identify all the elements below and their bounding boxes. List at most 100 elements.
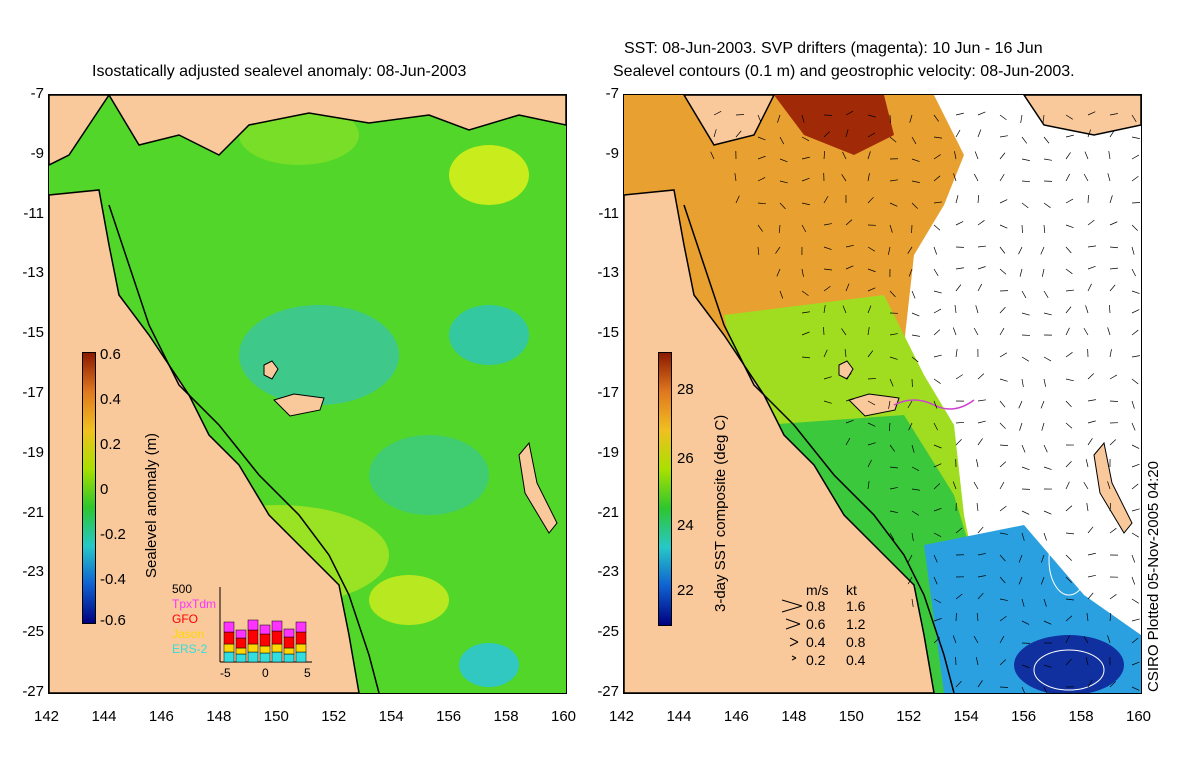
velocity-vector (1065, 460, 1072, 468)
velocity-legend-ms: 0.2 (806, 652, 826, 668)
velocity-vector (867, 287, 876, 292)
velocity-legend-ms: 0.8 (806, 598, 826, 614)
velocity-vector (779, 136, 785, 145)
inset-bar-segment (247, 651, 259, 663)
sst-colorbar-tick: 24 (677, 517, 694, 534)
land-australia (624, 189, 935, 693)
inset-bar-segment (295, 621, 307, 633)
velocity-vector (999, 422, 1006, 429)
sla-low-patch (369, 435, 489, 515)
velocity-vector (1065, 327, 1070, 336)
velocity-vector (1131, 483, 1139, 490)
velocity-vector (908, 422, 913, 431)
velocity-vector (845, 129, 849, 138)
right-x-tick: 160 (1126, 708, 1152, 725)
inset-x-tick: 0 (262, 666, 269, 680)
velocity-vector (952, 327, 957, 336)
velocity-vector (933, 637, 941, 644)
sst-colorbar-label: 3-day SST composite (deg C) (712, 414, 729, 612)
velocity-vector (1107, 173, 1111, 182)
velocity-vector (757, 202, 766, 205)
velocity-vector (841, 174, 847, 182)
velocity-vector (1021, 136, 1028, 144)
velocity-vector (1065, 532, 1074, 535)
velocity-vector (841, 328, 847, 336)
velocity-vector (845, 437, 851, 446)
right-x-tick: 142 (609, 708, 635, 725)
velocity-vector (907, 554, 913, 563)
right-x-tick: 158 (1068, 708, 1094, 725)
velocity-vector (974, 151, 979, 160)
velocity-vector (845, 398, 854, 402)
velocity-vector (1131, 637, 1139, 644)
velocity-vector (775, 246, 781, 254)
velocity-vector (1065, 134, 1074, 138)
velocity-vector (845, 265, 854, 270)
velocity-vector (1131, 661, 1140, 666)
left-x-tick: 160 (551, 708, 577, 725)
velocity-vector (757, 224, 763, 232)
velocity-vector (1021, 312, 1030, 316)
velocity-vector (907, 576, 913, 585)
velocity-vector (801, 114, 805, 123)
velocity-vector (867, 350, 874, 358)
arrow-glyph-icon (785, 618, 801, 630)
velocity-vector (976, 459, 979, 468)
sst-colorbar-tick: 26 (677, 450, 694, 467)
right-y-tick: -15 (597, 324, 619, 342)
velocity-vector (1043, 664, 1052, 668)
velocity-vector (933, 246, 938, 255)
velocity-vector (933, 175, 941, 182)
velocity-vector (1065, 576, 1072, 583)
velocity-vector (1018, 576, 1023, 585)
sla-low-patch (239, 305, 399, 405)
inset-bar-segment (283, 628, 295, 638)
velocity-vector (999, 306, 1006, 314)
sla-colorbar-label: Sealevel anomaly (m) (143, 432, 160, 578)
inset-bar-segment (235, 653, 247, 663)
velocity-vector (1131, 114, 1137, 122)
velocity-vector (977, 220, 985, 226)
velocity-vector (1085, 459, 1089, 468)
right-y-tick: -7 (605, 85, 619, 102)
velocity-vector (888, 422, 891, 432)
velocity-vector (907, 400, 913, 409)
velocity-vector (1021, 290, 1027, 299)
sla-colorbar-tick: -0.4 (100, 571, 126, 588)
velocity-vector (933, 422, 938, 431)
velocity-vector (999, 615, 1007, 622)
right-y-tick: -27 (597, 683, 619, 700)
velocity-vector (1065, 306, 1072, 314)
geostrophic-velocity-vectors (710, 110, 1141, 693)
velocity-vector (1109, 374, 1118, 380)
velocity-vector (1021, 466, 1030, 471)
velocity-vector (955, 267, 964, 270)
velocity-vector (735, 195, 740, 204)
velocity-vector (911, 510, 919, 516)
velocity-vector (1131, 532, 1139, 538)
velocity-vector (1086, 503, 1089, 512)
inset-bar-segment (259, 652, 271, 663)
velocity-vector (1083, 481, 1089, 490)
velocity-vector (1043, 202, 1051, 208)
velocity-vector (1131, 598, 1139, 604)
velocity-vector (1042, 114, 1045, 123)
velocity-vector (955, 349, 958, 358)
velocity-vector (867, 422, 876, 427)
velocity-vector (1087, 111, 1096, 116)
velocity-vector (1109, 527, 1117, 534)
velocity-vector (867, 132, 876, 138)
velocity-vector (1087, 552, 1096, 556)
velocity-vector (889, 224, 893, 233)
inset-bar-segment (223, 621, 235, 633)
velocity-vector (757, 155, 766, 160)
sla-colorbar (82, 352, 96, 624)
land-png (108, 95, 566, 156)
velocity-vector (911, 466, 920, 472)
velocity-vector (1131, 444, 1140, 449)
velocity-vector (867, 400, 876, 406)
velocity-vector (1131, 246, 1135, 255)
velocity-vector (999, 461, 1007, 468)
velocity-vector (735, 130, 742, 138)
velocity-vector (887, 246, 891, 255)
